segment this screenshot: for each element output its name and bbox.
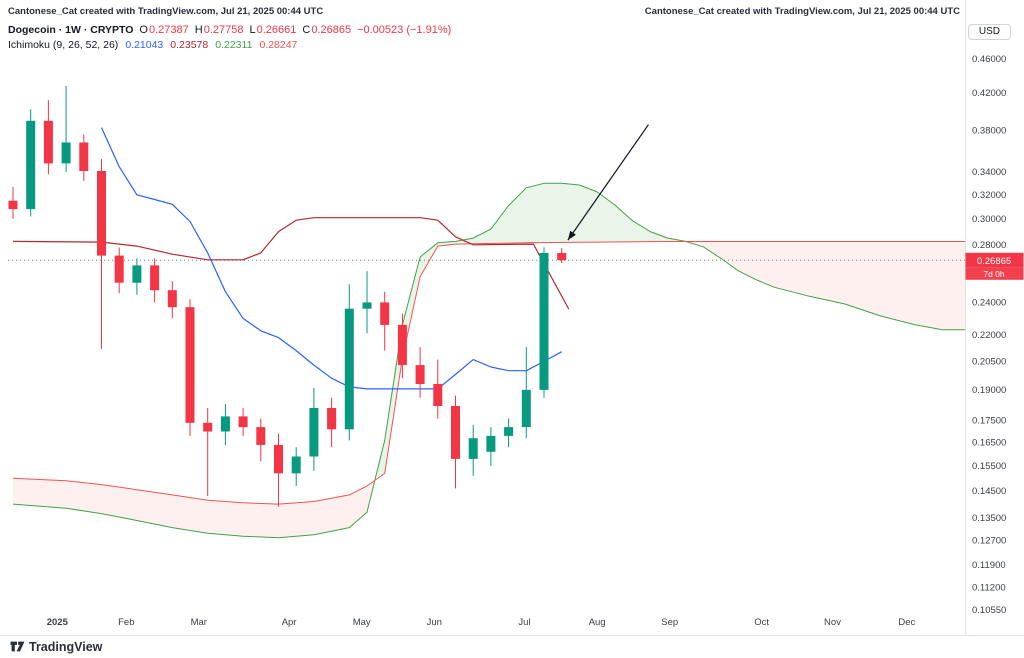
- footer-brand-bar: TradingView: [10, 639, 102, 654]
- time-tick-label: Jul: [518, 617, 530, 628]
- candle-body: [539, 252, 549, 390]
- price-tick-label: 0.15500: [972, 461, 1006, 472]
- candle-body: [167, 290, 177, 308]
- ichimoku-conversion-line: [100, 127, 562, 390]
- indicator-lead-a-value: 0.22311: [215, 39, 253, 51]
- last-price-value: 0.26865: [977, 256, 1011, 267]
- time-axis[interactable]: 2025 Feb Mar Apr May Jun Jul Aug Sep Oct Nov Dec: [47, 617, 916, 628]
- change-value: −0.00523 (−1.91%): [357, 24, 452, 36]
- time-tick-label: May: [353, 617, 371, 628]
- open-value: O0.27387: [139, 24, 189, 36]
- candle-body: [521, 389, 531, 428]
- price-axis[interactable]: 0.46000 0.42000 0.38000 0.34000 0.32000 0.300…: [972, 54, 1006, 616]
- candle-body: [451, 406, 460, 459]
- price-tick-label: 0.32000: [972, 190, 1006, 201]
- candle-body: [362, 302, 372, 309]
- time-tick-label: Jun: [427, 617, 442, 628]
- price-tick-label: 0.10550: [972, 605, 1006, 616]
- candle-body: [291, 456, 301, 474]
- candle-body: [486, 435, 496, 452]
- candle-body: [327, 408, 337, 430]
- time-tick-label: Oct: [754, 617, 769, 628]
- candle-body: [504, 427, 514, 436]
- time-tick-label: Feb: [118, 617, 134, 628]
- indicator-conversion-value: 0.21043: [125, 39, 164, 51]
- price-tick-label: 0.19000: [972, 385, 1006, 396]
- candle-body: [26, 120, 36, 210]
- price-tick-label: 0.46000: [972, 54, 1006, 65]
- countdown-value: 7d 0h: [983, 269, 1005, 279]
- candle-body: [397, 324, 407, 366]
- candle-body: [220, 416, 230, 432]
- last-price-badge: 0.26865 7d 0h: [965, 252, 1024, 280]
- candle-body: [309, 408, 319, 457]
- candle-body: [380, 302, 390, 325]
- candle-body: [79, 142, 89, 171]
- time-tick-label: 2025: [47, 617, 69, 628]
- price-tick-label: 0.20500: [972, 356, 1006, 367]
- price-tick-label: 0.42000: [972, 88, 1006, 99]
- attribution-left: Cantonese_Cat created with TradingView.c…: [8, 6, 324, 17]
- candle-body: [238, 416, 248, 428]
- time-tick-label: Apr: [282, 617, 297, 628]
- price-tick-label: 0.22000: [972, 330, 1006, 341]
- price-tick-label: 0.34000: [972, 167, 1006, 178]
- candle-body: [97, 171, 106, 256]
- candle-body: [468, 438, 478, 459]
- candle-body: [256, 427, 266, 445]
- time-tick-label: Dec: [898, 617, 915, 628]
- price-tick-label: 0.17500: [972, 416, 1006, 427]
- price-tick-label: 0.16500: [972, 438, 1006, 449]
- high-value: H0.27758: [194, 24, 244, 36]
- plot-area: [8, 86, 965, 539]
- price-tick-label: 0.11900: [972, 560, 1006, 571]
- tradingview-logo-icon[interactable]: [10, 639, 25, 654]
- candle-body: [203, 422, 213, 432]
- time-tick-label: Sep: [661, 617, 678, 628]
- indicator-base-value: 0.23578: [170, 39, 209, 51]
- price-tick-label: 0.28000: [972, 240, 1006, 251]
- price-tick-label: 0.13500: [972, 513, 1006, 524]
- candle-body: [433, 384, 443, 406]
- candle-body: [557, 253, 567, 261]
- candle-body: [344, 308, 354, 430]
- candle-body: [274, 444, 283, 474]
- tradingview-brand[interactable]: TradingView: [29, 639, 103, 654]
- symbol-title[interactable]: Dogecoin · 1W · CRYPTO: [8, 24, 134, 36]
- candle-body: [43, 120, 53, 164]
- candle-body: [415, 365, 425, 384]
- time-tick-label: Aug: [589, 617, 606, 628]
- attribution-right: Cantonese_Cat created with TradingView.c…: [644, 6, 960, 17]
- close-value: C0.26865: [302, 24, 352, 36]
- price-tick-label: 0.38000: [972, 126, 1006, 137]
- candle-body: [114, 255, 124, 283]
- indicator-legend[interactable]: Ichimoku (9, 26, 52, 26) 0.21043 0.23578…: [8, 39, 297, 51]
- ichimoku-cloud: [13, 183, 965, 538]
- ichimoku-lead-b-line: [12, 241, 965, 505]
- annotation-arrow: [567, 124, 649, 241]
- candles: [8, 86, 567, 507]
- low-value: L0.26661: [249, 24, 297, 36]
- indicator-title: Ichimoku (9, 26, 52, 26): [8, 39, 119, 51]
- ichimoku-lead-a-line: [12, 182, 965, 539]
- currency-button[interactable]: USD: [967, 24, 1011, 40]
- price-tick-label: 0.12700: [972, 536, 1006, 547]
- time-tick-label: Mar: [191, 617, 207, 628]
- candle-body: [132, 265, 142, 283]
- candle-body: [61, 142, 71, 164]
- symbol-legend: Dogecoin · 1W · CRYPTO O0.27387 H0.27758…: [8, 24, 451, 36]
- indicator-lead-b-value: 0.28247: [259, 39, 298, 51]
- candle-body: [185, 307, 195, 423]
- price-tick-label: 0.14500: [972, 486, 1006, 497]
- candle-body: [8, 200, 18, 210]
- time-tick-label: Nov: [824, 617, 841, 628]
- price-tick-label: 0.11200: [972, 583, 1006, 594]
- price-tick-label: 0.24000: [972, 297, 1006, 308]
- ichimoku-base-line: [12, 217, 570, 310]
- price-tick-label: 0.30000: [972, 214, 1006, 225]
- candle-body: [150, 265, 160, 291]
